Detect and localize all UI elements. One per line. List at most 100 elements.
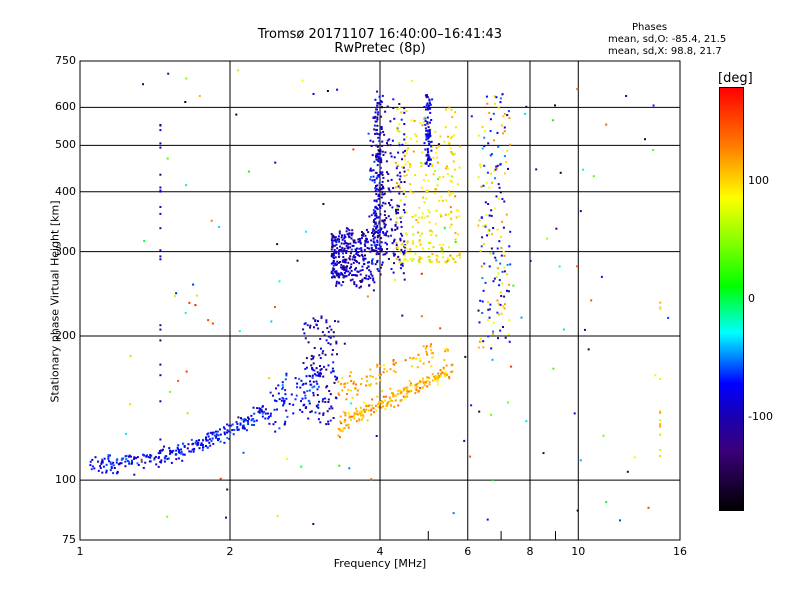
o-mode-echo-point xyxy=(390,234,393,237)
x-mode-echo-point xyxy=(380,400,383,402)
o-mode-echo-point xyxy=(177,444,180,447)
o-mode-echo-point xyxy=(491,181,493,184)
x-mode-echo-point xyxy=(404,396,407,399)
x-mode-echo-point xyxy=(409,164,412,167)
o-mode-echo-point xyxy=(276,408,278,411)
x-mode-echo-point xyxy=(444,126,447,129)
o-mode-echo-point xyxy=(108,454,111,457)
x-mode-echo-point xyxy=(434,170,436,172)
o-mode-echo-point xyxy=(295,394,298,397)
o-mode-echo-point xyxy=(313,385,316,388)
o-mode-echo-point xyxy=(509,263,512,266)
o-mode-echo-point xyxy=(397,255,400,258)
o-mode-echo-point xyxy=(340,250,343,253)
o-mode-echo-point xyxy=(94,456,97,459)
x-mode-echo-point xyxy=(451,192,454,195)
o-mode-echo-point xyxy=(167,457,170,460)
o-mode-echo-point xyxy=(375,247,378,250)
o-mode-echo-point xyxy=(399,237,402,240)
x-tick-label: 4 xyxy=(376,545,384,558)
x-mode-echo-point xyxy=(418,206,421,209)
x-mode-echo-point xyxy=(402,258,405,261)
o-mode-echo-point xyxy=(377,155,380,158)
x-mode-echo-point xyxy=(619,519,621,522)
x-mode-echo-point xyxy=(374,377,377,380)
o-mode-echo-point xyxy=(390,155,393,158)
o-mode-echo-point xyxy=(211,437,214,440)
o-mode-echo-point xyxy=(506,289,508,292)
o-mode-echo-point xyxy=(359,242,362,245)
o-mode-echo-point xyxy=(170,461,173,464)
o-mode-echo-point xyxy=(284,389,287,392)
o-mode-echo-point xyxy=(315,367,318,370)
x-mode-echo-point xyxy=(443,140,446,143)
o-mode-echo-point xyxy=(376,239,379,242)
o-mode-echo-point xyxy=(378,175,381,178)
o-mode-echo-point xyxy=(337,261,340,264)
x-mode-echo-point xyxy=(659,307,662,310)
o-mode-echo-point xyxy=(325,319,328,322)
o-mode-echo-point xyxy=(377,216,379,219)
o-mode-echo-point xyxy=(387,179,390,182)
x-mode-echo-point xyxy=(421,186,423,189)
x-mode-echo-point xyxy=(337,392,340,395)
o-mode-echo-point xyxy=(247,416,250,419)
o-mode-echo-point xyxy=(125,432,127,435)
y-axis-label: Stationary phase Virtual Height [km] xyxy=(48,200,62,403)
o-mode-echo-point xyxy=(500,312,503,315)
o-mode-echo-point xyxy=(382,201,385,204)
o-mode-echo-point xyxy=(363,248,366,251)
o-mode-echo-point xyxy=(352,148,355,151)
o-mode-echo-point xyxy=(345,252,348,254)
o-mode-echo-point xyxy=(309,375,312,378)
o-mode-echo-point xyxy=(314,411,317,414)
o-mode-echo-point xyxy=(350,248,353,251)
o-mode-echo-point xyxy=(336,274,339,277)
x-mode-echo-point xyxy=(503,155,506,158)
o-mode-echo-point xyxy=(344,242,347,244)
o-mode-echo-point xyxy=(398,144,401,147)
o-mode-echo-point xyxy=(166,157,169,160)
o-mode-echo-point xyxy=(366,261,369,264)
o-mode-echo-point xyxy=(305,382,308,385)
o-mode-echo-point xyxy=(231,423,234,426)
o-mode-echo-point xyxy=(343,240,346,243)
o-mode-echo-point xyxy=(337,251,340,254)
o-mode-echo-point xyxy=(345,258,348,261)
x-mode-echo-point xyxy=(446,260,449,262)
x-mode-echo-point xyxy=(487,308,490,311)
x-mode-echo-point xyxy=(185,184,188,187)
o-mode-echo-point xyxy=(337,276,340,279)
o-mode-echo-point xyxy=(374,187,377,190)
o-mode-echo-point xyxy=(159,173,162,176)
o-mode-echo-point xyxy=(354,274,357,277)
x-mode-echo-point xyxy=(398,186,401,189)
x-mode-echo-point xyxy=(421,124,424,127)
x-mode-echo-point xyxy=(484,224,487,226)
o-mode-echo-point xyxy=(351,229,354,232)
o-mode-echo-point xyxy=(427,126,430,129)
o-mode-echo-point xyxy=(365,237,368,240)
x-mode-echo-point xyxy=(456,254,458,257)
o-mode-echo-point xyxy=(338,238,341,241)
o-mode-echo-point xyxy=(377,231,379,234)
x-mode-echo-point xyxy=(508,319,511,322)
o-mode-echo-point xyxy=(380,227,383,230)
o-mode-echo-point xyxy=(493,95,496,98)
o-mode-echo-point xyxy=(251,423,253,426)
x-mode-echo-point xyxy=(438,176,441,179)
x-mode-echo-point xyxy=(376,363,379,366)
o-mode-echo-point xyxy=(360,249,363,252)
x-mode-echo-point xyxy=(479,163,481,166)
o-mode-echo-point xyxy=(497,272,500,275)
x-mode-echo-point xyxy=(339,428,342,431)
o-mode-echo-point xyxy=(107,454,110,457)
x-mode-echo-point xyxy=(404,195,407,198)
o-mode-echo-point xyxy=(353,281,356,284)
o-mode-echo-point xyxy=(395,167,398,170)
o-mode-echo-point xyxy=(378,95,381,98)
x-mode-echo-point xyxy=(406,160,409,163)
x-mode-echo-point xyxy=(440,246,443,249)
x-mode-echo-point xyxy=(447,190,450,193)
o-mode-echo-point xyxy=(554,104,556,107)
